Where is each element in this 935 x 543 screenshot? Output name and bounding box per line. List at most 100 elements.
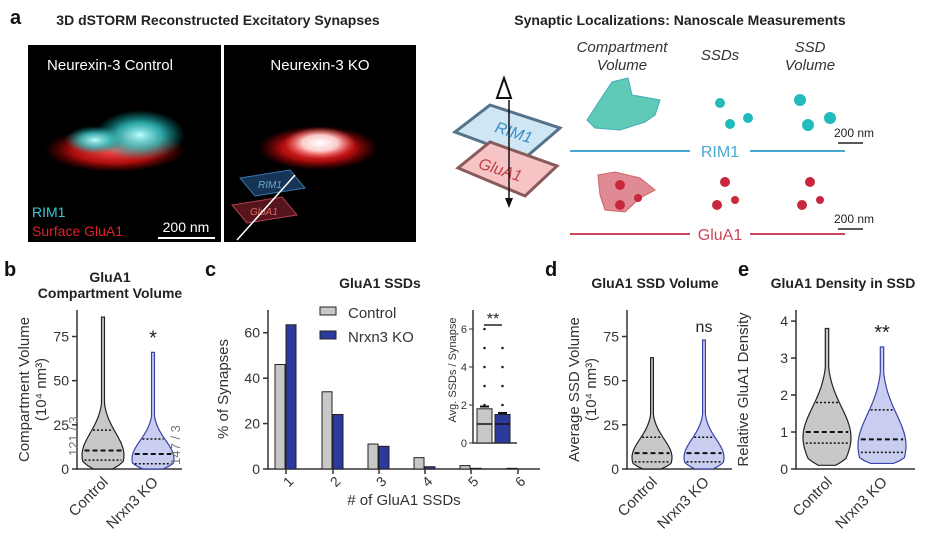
chart-b-violin-0 [81, 316, 125, 470]
chart-e-ytick-label: 4 [780, 313, 788, 329]
inset-ytick-label: 4 [461, 362, 467, 374]
chart-c-xlabel: # of GluA1 SSDs [347, 492, 460, 509]
inset-point [501, 346, 504, 350]
inset-point [483, 384, 486, 388]
col-compartment-volume-2: Volume [597, 57, 647, 74]
row-glua1-label: GluA1 [698, 227, 743, 244]
chart-c-ytick-label: 20 [244, 416, 260, 432]
col-ssd-volume-2: Volume [785, 57, 835, 74]
chart-c-xtick-label: 3 [373, 473, 390, 490]
rim1-renderings [586, 77, 836, 131]
inset-point [483, 346, 486, 350]
chart-c-ytick-label: 60 [244, 325, 260, 341]
chart-c-xtick-label: 4 [419, 473, 436, 490]
scale-bar-label: 200 nm [163, 219, 210, 235]
chart-d-ytick-label: 0 [611, 461, 619, 477]
chart-b-n-label-1: 147 / 3 [168, 425, 183, 465]
chart-c-title: GluA1 SSDs [339, 275, 421, 291]
chart-d-title: GluA1 SSD Volume [591, 275, 719, 291]
image-ko-label: Neurexin-3 KO [270, 57, 369, 74]
chart-c-bar-0-1 [321, 391, 333, 470]
inset-point [483, 365, 486, 369]
chart-d-ylabel: Average SSD Volume [566, 317, 583, 462]
chart-c-bar-0-4 [459, 465, 471, 470]
inset-ytick-label: 6 [461, 324, 467, 336]
chart-c-legend-label-0: Control [348, 305, 396, 322]
chart-c-bar-1-2 [378, 445, 390, 470]
chart-c-bar-0-2 [367, 443, 379, 470]
chart-b-significance: * [149, 327, 157, 349]
chart-b-title-1: GluA1 [89, 269, 130, 285]
chart-e-ytick-label: 0 [780, 461, 788, 477]
chart-e-xtick-label: Control [790, 474, 836, 520]
chart-d-significance: ns [696, 319, 713, 336]
chart-d-violin-0 [631, 357, 673, 470]
chart-c-bar-1-0 [285, 324, 297, 470]
image-control-label: Neurexin-3 Control [47, 57, 173, 74]
chart-b-ylabel: Compartment Volume [16, 317, 33, 462]
panel-a-title: 3D dSTORM Reconstructed Excitatory Synap… [56, 12, 380, 28]
chart-c-xtick-label: 1 [280, 473, 297, 490]
col-ssd-volume: SSD [795, 39, 826, 56]
chart-b-xtick-label: Nrxn3 KO [103, 474, 162, 533]
chart-d-violin-1 [683, 339, 725, 470]
inset-point [501, 365, 504, 369]
chart-b-title-2: Compartment Volume [38, 285, 183, 301]
chart-d-ytick-label: 25 [603, 417, 619, 433]
chart-b-xtick-label: Control [66, 474, 112, 520]
planes-diagram: RIM1 GluA1 [451, 74, 563, 208]
inset-point [483, 403, 486, 407]
panel-label-b: b [4, 259, 16, 281]
chart-d-xtick-label: Control [615, 474, 661, 520]
chart-b-ytick-label: 0 [61, 461, 69, 477]
chart-e-ytick-label: 1 [780, 424, 788, 440]
inset-ylabel: Avg. SSDs / Synapse [447, 318, 459, 423]
image-ko: Neurexin-3 KO RIM1 GluA1 [224, 45, 416, 242]
scale-bar-rim1: 200 nm [834, 126, 874, 140]
chart-e-significance: ** [874, 322, 890, 344]
chart-c-bar-0-5 [506, 467, 518, 470]
inset-point [501, 403, 504, 407]
inset-point [501, 384, 504, 388]
image-control: Neurexin-3 Control RIM1 Surface GluA1 20… [28, 45, 221, 242]
inset-significance: ** [487, 311, 499, 328]
chart-b-n-label-0: 121 / 3 [66, 416, 81, 456]
chart-b-ytick-label: 75 [53, 329, 69, 345]
chart-c-legend-swatch-0 [319, 306, 337, 316]
plane-glua1-label: GluA1 [250, 207, 278, 218]
inset-ytick-label: 2 [461, 400, 467, 412]
measure-title: Synaptic Localizations: Nanoscale Measur… [514, 12, 846, 28]
chart-e-ytick-label: 3 [780, 350, 788, 366]
chart-e-ylabel: Relative GluA1 Density [735, 312, 752, 467]
glua1-renderings [597, 171, 824, 213]
chart-c-legend-label-1: Nrxn3 KO [348, 329, 414, 346]
chart-b-violin-1 [131, 351, 175, 470]
inset-bar-1 [494, 414, 511, 444]
chart-d-ytick-label: 50 [603, 373, 619, 389]
scale-bar-glua1: 200 nm [834, 212, 874, 226]
chart-e-violin-1 [857, 346, 907, 465]
inset-point [483, 327, 486, 331]
chart-c-bar-1-4 [470, 467, 482, 470]
panel-label-c: c [205, 259, 216, 281]
col-compartment-volume: Compartment [577, 39, 669, 56]
legend-rim1: RIM1 [32, 204, 66, 220]
panel-label-d: d [545, 259, 557, 281]
chart-d-xtick-label: Nrxn3 KO [654, 474, 713, 533]
chart-e-title: GluA1 Density in SSD [771, 275, 916, 291]
chart-e-ytick-label: 2 [780, 387, 788, 403]
chart-b-ytick-label: 25 [53, 417, 69, 433]
chart-c-bar-0-0 [274, 364, 286, 470]
chart-e-xtick-label: Nrxn3 KO [832, 474, 891, 533]
chart-d-ylabel-unit: (10⁴ nm³) [583, 358, 600, 421]
row-rim1-label: RIM1 [701, 144, 739, 161]
chart-b-ytick-label: 50 [53, 373, 69, 389]
chart-c-xtick-label: 5 [465, 473, 482, 490]
chart-c-ytick-label: 40 [244, 370, 260, 386]
inset-bar-0 [476, 408, 493, 444]
chart-c-ytick-label: 0 [252, 461, 260, 477]
chart-e-violin-0 [802, 327, 852, 466]
plane-rim1-label: RIM1 [258, 180, 282, 191]
